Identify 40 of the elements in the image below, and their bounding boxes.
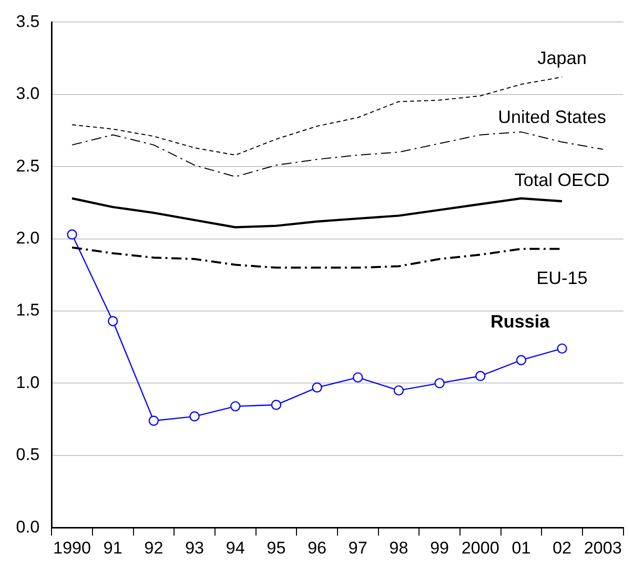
point — [475, 370, 486, 382]
series-label: EU-15 — [536, 268, 588, 288]
x-tick-label: 99 — [430, 538, 450, 558]
y-tick-label: 1.0 — [16, 372, 40, 392]
point — [312, 382, 322, 393]
y-tick-label: 3.5 — [16, 12, 40, 31]
y-tick-label: 2.5 — [16, 156, 40, 176]
x-tick-label: 97 — [348, 538, 368, 558]
point — [394, 385, 404, 396]
point — [516, 354, 526, 366]
x-tick-label: 91 — [103, 538, 122, 558]
point — [352, 372, 363, 383]
y-tick-label: 0.5 — [16, 445, 40, 464]
x-tick-label: 1990 — [53, 538, 91, 558]
x-tick-label: 96 — [308, 538, 327, 558]
point — [189, 411, 200, 422]
x-tick-label: 01 — [512, 538, 531, 558]
y-tick-label: 2.0 — [16, 228, 40, 248]
y-tick-label: 0.0 — [16, 517, 40, 536]
point — [434, 378, 445, 388]
series-label: Russia — [490, 312, 551, 332]
x-tick-label: 2000 — [461, 538, 500, 558]
series-label: Total OECD — [514, 170, 610, 190]
point — [230, 401, 240, 412]
x-tick-label: 95 — [266, 538, 286, 558]
series-label: United States — [498, 107, 606, 128]
series-label: Japan — [538, 48, 587, 68]
x-tick-label: 98 — [389, 538, 408, 558]
x-tick-label: 2003 — [584, 538, 622, 558]
x-tick-label: 94 — [226, 538, 245, 558]
x-tick-label: 02 — [552, 538, 572, 558]
point — [148, 416, 159, 426]
x-tick-label: 92 — [144, 538, 164, 558]
point — [556, 343, 568, 354]
point — [66, 229, 78, 240]
y-tick-label: 1.5 — [16, 300, 40, 320]
y-tick-label: 3.0 — [16, 84, 40, 104]
x-tick-label: 93 — [185, 538, 204, 558]
point — [108, 316, 118, 326]
point — [271, 400, 282, 410]
